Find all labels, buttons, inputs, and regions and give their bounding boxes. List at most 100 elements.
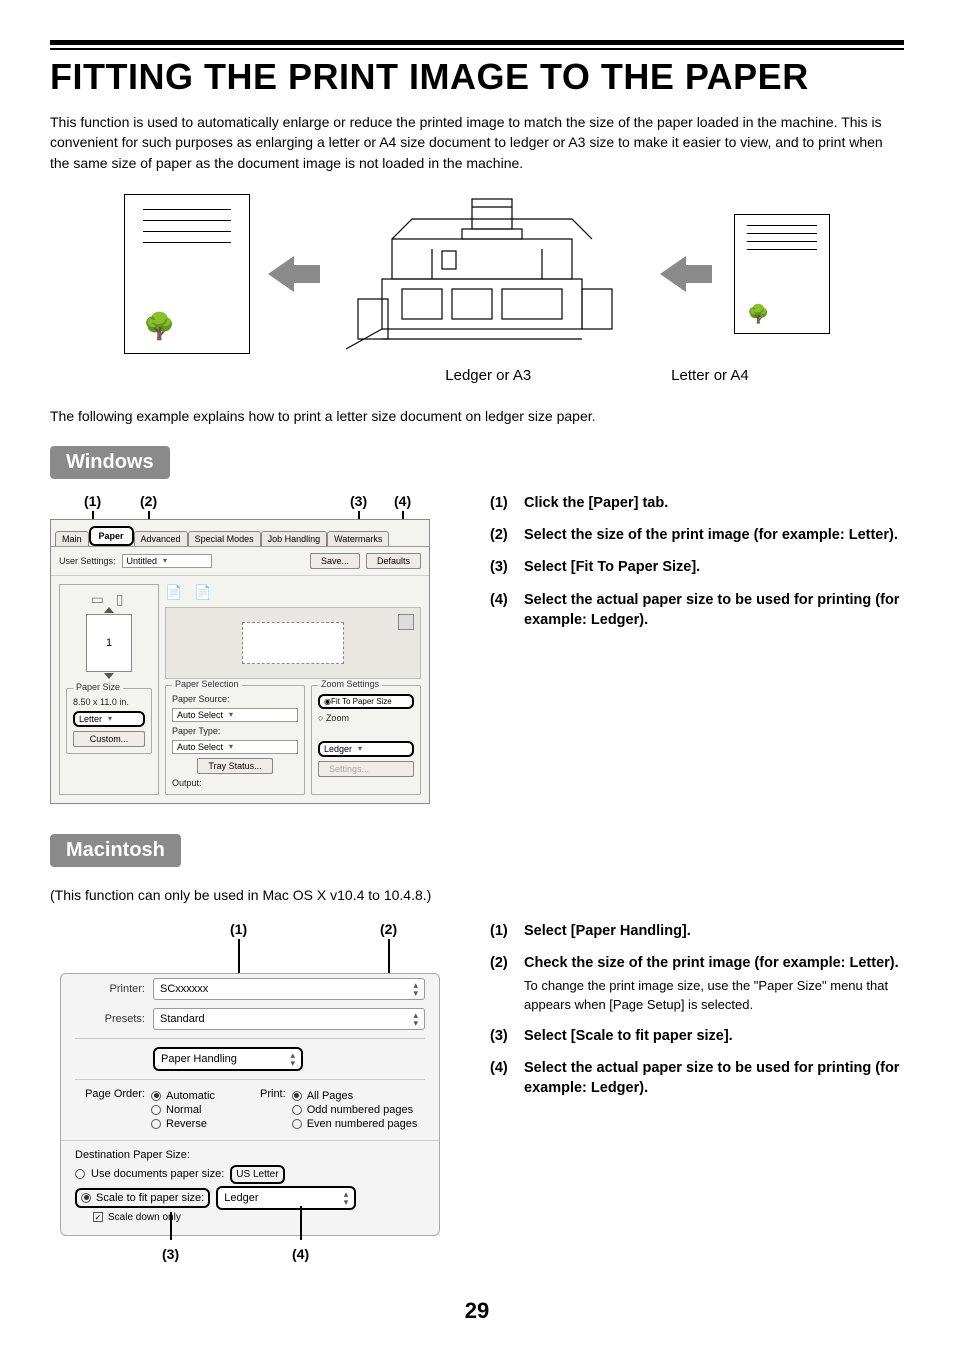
dest-scale-label: Scale to fit paper size: <box>96 1192 204 1204</box>
print-odd[interactable]: Odd numbered pages <box>292 1104 418 1116</box>
pageorder-automatic-label: Automatic <box>166 1090 215 1102</box>
tab-advanced[interactable]: Advanced <box>134 531 188 546</box>
tab-job-handling[interactable]: Job Handling <box>261 531 328 546</box>
thumbnail-icon <box>398 614 414 630</box>
arrow-left-icon <box>268 256 294 292</box>
callout-2: (2) <box>140 493 157 509</box>
dest-scale-value: Ledger <box>224 1192 258 1204</box>
user-settings-label: User Settings: <box>59 556 116 566</box>
mac-step-2-title: Check the size of the print image (for e… <box>524 955 899 971</box>
section-value: Paper Handling <box>161 1053 237 1065</box>
papersize-select[interactable]: Letter <box>73 711 145 727</box>
caption-ledger: Ledger or A3 <box>445 367 531 384</box>
win-step-4: Select the actual paper size to be used … <box>490 590 904 631</box>
print-even[interactable]: Even numbered pages <box>292 1118 418 1130</box>
callout-1: (1) <box>84 493 101 509</box>
zoom-radio-label: Zoom <box>326 713 349 723</box>
tree-icon: 🌳 <box>143 313 231 339</box>
page-layout-icons[interactable]: 📄 📄 <box>165 584 421 601</box>
papersource-select[interactable]: Auto Select <box>172 708 298 722</box>
papersize-dim: 8.50 x 11.0 in. <box>73 697 145 707</box>
tray-status-button[interactable]: Tray Status... <box>197 758 272 774</box>
title-rule <box>50 40 904 50</box>
pageorder-automatic[interactable]: Automatic <box>151 1090 215 1102</box>
tab-special-modes[interactable]: Special Modes <box>188 531 261 546</box>
presets-value: Standard <box>160 1013 205 1025</box>
intro-paragraph: This function is used to automatically e… <box>50 112 904 173</box>
pageorder-normal[interactable]: Normal <box>151 1104 215 1116</box>
fit-to-paper-label: Fit To Paper Size <box>331 697 392 706</box>
dest-title: Destination Paper Size: <box>75 1149 425 1161</box>
pageorder-normal-label: Normal <box>166 1104 201 1116</box>
mac-step-2-sub: To change the print image size, use the … <box>524 977 904 1013</box>
input-sheet-small: 🌳 <box>734 214 830 334</box>
print-label: Print: <box>260 1088 286 1132</box>
preview-page-number: 1 <box>106 637 112 649</box>
caption-letter: Letter or A4 <box>671 367 749 384</box>
custom-button[interactable]: Custom... <box>73 731 145 747</box>
example-leadline: The following example explains how to pr… <box>50 408 904 424</box>
preview-pane: ▭ ▯ 1 Paper Size 8.50 x 11.0 in. Letter … <box>59 584 159 795</box>
pageorder-label: Page Order: <box>75 1088 145 1132</box>
arrow-left-icon <box>660 256 686 292</box>
callout-4: (4) <box>394 493 411 509</box>
printer-label: Printer: <box>75 983 145 995</box>
tab-bar: Main Paper Advanced Special Modes Job Ha… <box>51 520 429 547</box>
page-title: FITTING THE PRINT IMAGE TO THE PAPER <box>50 56 904 98</box>
save-button[interactable]: Save... <box>310 553 360 569</box>
printer-illustration <box>342 189 642 359</box>
papertype-label: Paper Type: <box>172 726 298 736</box>
dest-use-value: US Letter <box>230 1165 284 1184</box>
target-size-select[interactable]: Ledger <box>318 741 414 757</box>
mac-callout-2: (2) <box>380 921 397 937</box>
win-step-3: Select [Fit To Paper Size]. <box>490 557 904 577</box>
dest-scale-select[interactable]: Ledger▴▾ <box>216 1186 356 1210</box>
dest-use-doc-size[interactable]: Use documents paper size: US Letter <box>75 1165 425 1184</box>
dest-scale-to-fit[interactable]: Scale to fit paper size: <box>75 1188 210 1208</box>
orientation-icons[interactable]: ▭ ▯ <box>91 591 128 608</box>
mac-steps: Select [Paper Handling]. Check the size … <box>490 921 904 1099</box>
papersource-label: Paper Source: <box>172 694 298 704</box>
windows-print-dialog: Main Paper Advanced Special Modes Job Ha… <box>50 519 430 804</box>
scale-down-only-check[interactable]: ✓Scale down only <box>93 1212 425 1223</box>
mac-callout-3: (3) <box>162 1246 179 1262</box>
page-number: 29 <box>50 1298 904 1324</box>
windows-badge: Windows <box>50 446 170 479</box>
output-sheet-large: 🌳 <box>124 194 250 354</box>
win-step-2: Select the size of the print image (for … <box>490 525 904 545</box>
print-all[interactable]: All Pages <box>292 1090 418 1102</box>
toolbar: User Settings: Untitled Save... Defaults <box>51 547 429 576</box>
output-label: Output: <box>172 778 298 788</box>
layout-preview <box>165 607 421 679</box>
scaling-diagram: 🌳 🌳 <box>50 189 904 359</box>
defaults-button[interactable]: Defaults <box>366 553 421 569</box>
dest-use-label: Use documents paper size: <box>91 1168 224 1180</box>
pageorder-reverse-label: Reverse <box>166 1118 207 1130</box>
mac-callout-1: (1) <box>230 921 247 937</box>
mac-step-4: Select the actual paper size to be used … <box>490 1058 904 1099</box>
tab-main[interactable]: Main <box>55 531 89 546</box>
tab-watermarks[interactable]: Watermarks <box>327 531 389 546</box>
mac-callout-4: (4) <box>292 1246 309 1262</box>
tab-paper[interactable]: Paper <box>89 526 134 546</box>
printer-select[interactable]: SCxxxxxx▴▾ <box>153 978 425 1000</box>
presets-label: Presets: <box>75 1013 145 1025</box>
user-settings-select[interactable]: Untitled <box>122 554 212 568</box>
mac-step-1: Select [Paper Handling]. <box>490 921 904 941</box>
presets-select[interactable]: Standard▴▾ <box>153 1008 425 1030</box>
fit-to-paper-radio[interactable]: ◉ Fit To Paper Size <box>318 694 414 709</box>
papersel-title: Paper Selection <box>172 679 242 689</box>
zoom-radio[interactable]: ○ Zoom <box>318 713 414 723</box>
mac-print-dialog: Printer: SCxxxxxx▴▾ Presets: Standard▴▾ … <box>60 973 440 1236</box>
print-all-label: All Pages <box>307 1090 353 1102</box>
printer-value: SCxxxxxx <box>160 983 208 995</box>
tree-icon: 🌳 <box>747 305 817 323</box>
papertype-select[interactable]: Auto Select <box>172 740 298 754</box>
mac-step-3: Select [Scale to fit paper size]. <box>490 1026 904 1046</box>
mac-version-note: (This function can only be used in Mac O… <box>50 887 904 903</box>
section-select[interactable]: Paper Handling▴▾ <box>153 1047 303 1071</box>
zoom-settings-button[interactable]: Settings... <box>318 761 414 777</box>
zoom-title: Zoom Settings <box>318 679 382 689</box>
pageorder-reverse[interactable]: Reverse <box>151 1118 215 1130</box>
print-even-label: Even numbered pages <box>307 1118 418 1130</box>
